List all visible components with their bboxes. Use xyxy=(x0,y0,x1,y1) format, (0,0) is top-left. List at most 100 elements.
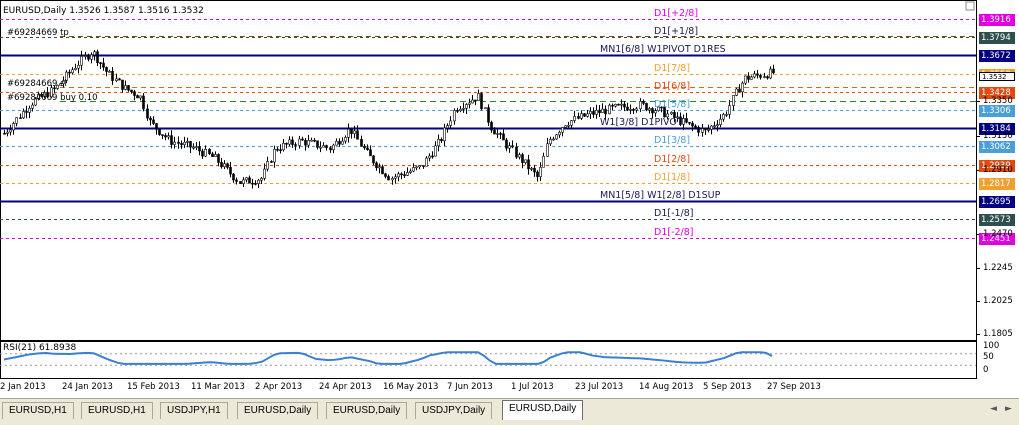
candle-body xyxy=(474,99,477,102)
candle-body xyxy=(108,70,111,73)
chart-tab[interactable]: USDJPY,Daily xyxy=(415,402,493,419)
candle-body xyxy=(127,85,130,91)
candle-body xyxy=(142,95,145,110)
date-axis-tick: 11 Mar 2013 xyxy=(191,382,245,392)
candle-body xyxy=(391,178,394,181)
candle-body xyxy=(285,142,288,145)
candle-body xyxy=(406,172,409,176)
candle-body xyxy=(344,137,347,142)
chart-tab-bar: EURUSD,H1 EURUSD,H1 USDJPY,H1 EURUSD,Daily E… xyxy=(0,398,1019,425)
candle-body xyxy=(239,181,242,184)
candle-body xyxy=(567,125,570,127)
chart-tab[interactable]: EURUSD,Daily xyxy=(237,402,319,419)
candle-body xyxy=(329,147,332,151)
chart-tab[interactable]: EURUSD,H1 xyxy=(81,402,153,419)
candle-body xyxy=(198,146,201,152)
candle-body xyxy=(223,163,226,168)
candle-body xyxy=(71,69,74,74)
candle-body xyxy=(694,125,697,128)
candle-body xyxy=(635,108,638,111)
scroll-right-icon[interactable]: ► xyxy=(1005,404,1012,414)
candle-body xyxy=(201,150,204,157)
candle-body xyxy=(471,99,474,104)
price-axis-tick: 1.3130 xyxy=(983,131,1013,141)
candle-body xyxy=(499,133,502,135)
candle-body xyxy=(732,95,735,106)
price-chart[interactable] xyxy=(0,0,1019,341)
candle-body xyxy=(40,93,43,97)
candle-body xyxy=(741,82,744,93)
candle-body xyxy=(518,154,521,158)
candle-body xyxy=(558,131,561,136)
candle-body xyxy=(704,128,707,131)
candle-body xyxy=(629,109,632,111)
candle-body xyxy=(666,113,669,118)
candle-body xyxy=(90,54,93,60)
candle-body xyxy=(384,173,387,177)
candle-body xyxy=(298,138,301,146)
candle-body xyxy=(738,88,741,93)
candle-body xyxy=(589,111,592,115)
candle-body xyxy=(626,106,629,111)
candle-body xyxy=(124,85,127,90)
candle-body xyxy=(347,128,350,138)
candle-body xyxy=(276,148,279,151)
level-price-box: 1.3184 xyxy=(979,122,1015,135)
scroll-left-icon[interactable]: ◄ xyxy=(990,404,997,414)
candle-body xyxy=(561,127,564,133)
candle-body xyxy=(673,112,676,118)
candle-body xyxy=(676,116,679,119)
candle-body xyxy=(53,87,56,90)
candle-body xyxy=(149,117,152,121)
chart-tab[interactable]: EURUSD,H1 xyxy=(2,402,74,419)
candle-body xyxy=(440,138,443,142)
candle-body xyxy=(583,113,586,117)
candle-body xyxy=(363,145,366,149)
candle-body xyxy=(378,166,381,169)
date-axis-tick: 7 Jun 2013 xyxy=(447,382,493,392)
candle-body xyxy=(660,106,663,109)
candle-body xyxy=(663,106,666,118)
candle-body xyxy=(620,103,623,106)
rsi-axis-tick: 50 xyxy=(983,352,994,362)
candle-body xyxy=(189,141,192,148)
candle-body xyxy=(301,138,304,141)
candle-body xyxy=(217,154,220,163)
level-price-box: 1.3794 xyxy=(979,31,1015,44)
candle-body xyxy=(431,155,434,158)
date-axis-tick: 27 Sep 2013 xyxy=(767,382,821,392)
date-axis-tick: 24 Apr 2013 xyxy=(319,382,372,392)
candle-body xyxy=(173,141,176,145)
chart-tab[interactable]: EURUSD,Daily xyxy=(326,402,408,419)
candle-body xyxy=(614,103,617,107)
candle-body xyxy=(409,170,412,173)
candle-body xyxy=(102,62,105,68)
candle-body xyxy=(766,76,769,79)
candle-body xyxy=(319,146,322,149)
candle-body xyxy=(152,119,155,124)
candle-body xyxy=(158,129,161,135)
candle-body xyxy=(611,104,614,107)
candle-body xyxy=(118,78,121,81)
candle-body xyxy=(80,55,83,66)
candle-body xyxy=(195,146,198,148)
candle-body xyxy=(96,51,99,63)
candle-body xyxy=(527,159,530,170)
candle-body xyxy=(484,107,487,110)
chart-corner-icon[interactable] xyxy=(965,1,975,11)
candle-body xyxy=(759,74,762,78)
candle-body xyxy=(111,70,114,81)
candle-body xyxy=(459,108,462,112)
candle-body xyxy=(552,138,555,141)
candle-body xyxy=(508,145,511,149)
candle-body xyxy=(3,133,6,135)
rsi-chart[interactable] xyxy=(0,341,1019,380)
chart-tab[interactable]: USDJPY,H1 xyxy=(160,402,228,419)
candle-body xyxy=(183,142,186,146)
candle-body xyxy=(332,144,335,151)
candle-body xyxy=(456,110,459,112)
candle-body xyxy=(480,93,483,110)
level-label: MN1[5/8] W1[2/8] D1SUP xyxy=(600,189,721,201)
candle-body xyxy=(266,161,269,170)
chart-tab[interactable]: EURUSD,Daily xyxy=(502,400,584,420)
